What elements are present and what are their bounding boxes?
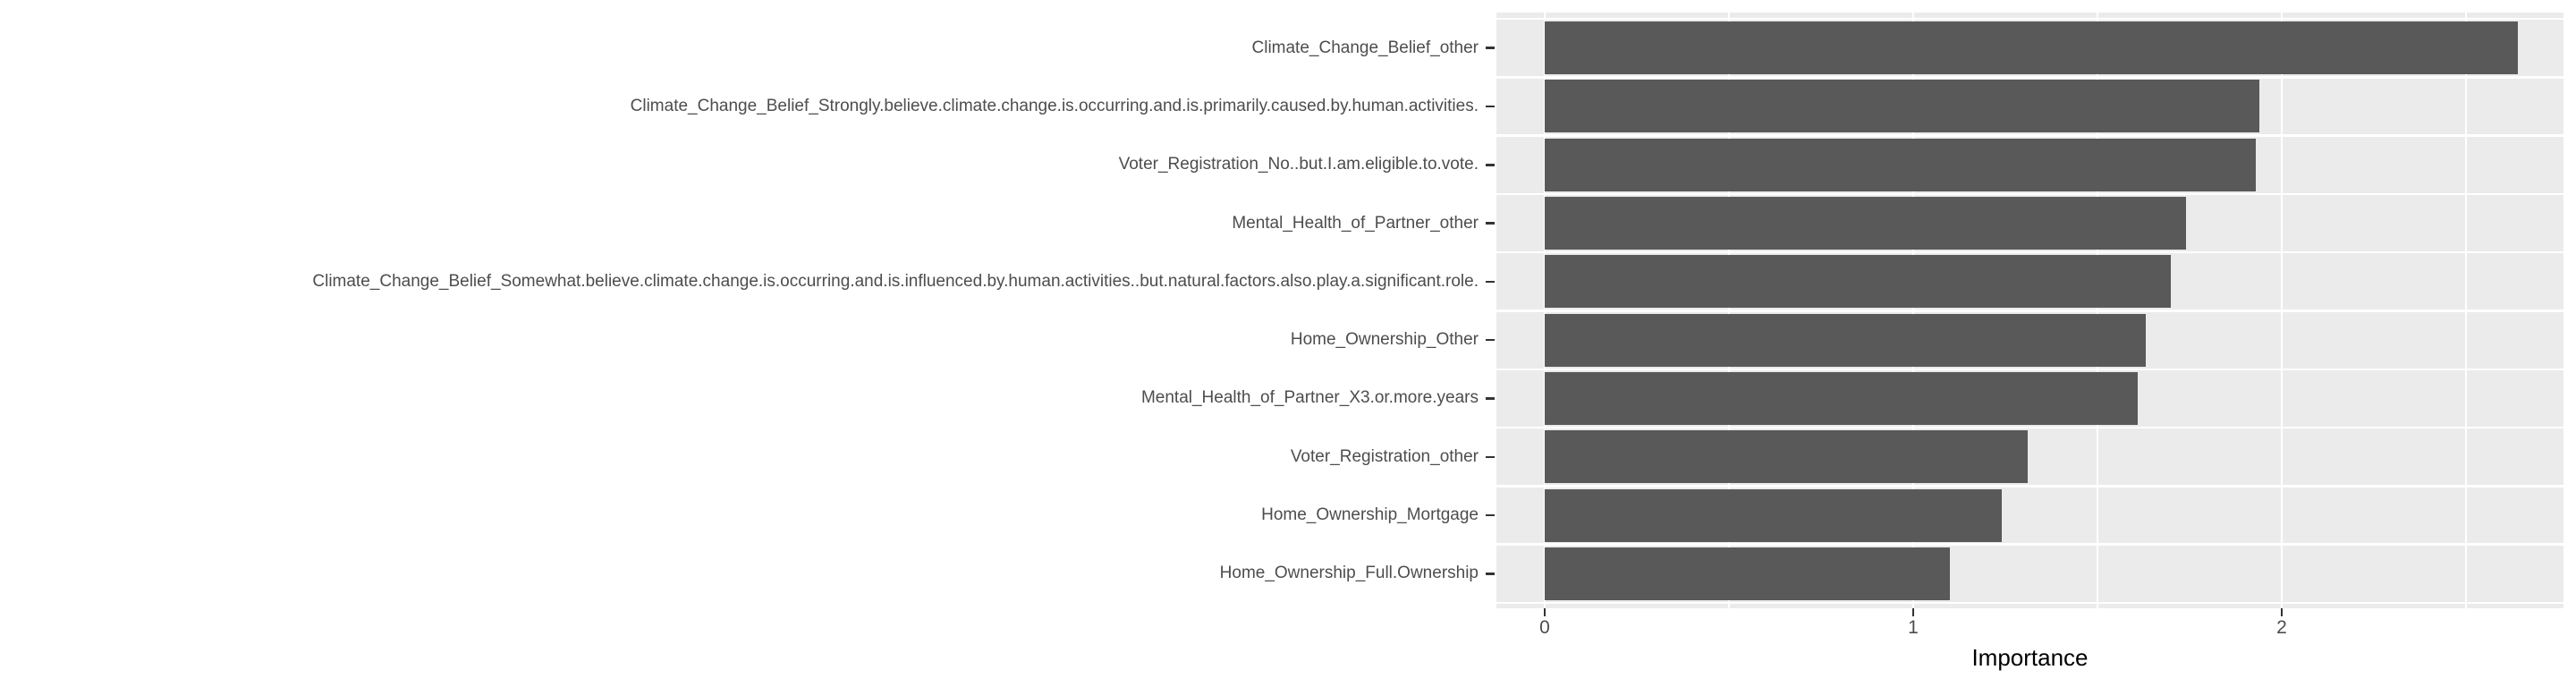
gridline-major-vertical	[1911, 13, 1915, 608]
y-tick-mark	[1486, 164, 1495, 166]
bar	[1545, 430, 2028, 484]
gridline-major-vertical	[2280, 13, 2284, 608]
x-tick-label: 1	[1908, 617, 1919, 638]
gridline-horizontal	[1496, 310, 2563, 312]
y-tick-mark	[1486, 455, 1495, 458]
y-axis-label: Mental_Health_of_Partner_other	[1232, 213, 1479, 233]
y-axis-label: Climate_Change_Belief_Somewhat.believe.c…	[312, 271, 1479, 291]
y-tick-mark	[1486, 397, 1495, 400]
y-axis-label: Home_Ownership_Other	[1290, 330, 1479, 350]
gridline-horizontal	[1496, 250, 2563, 254]
y-tick-mark	[1486, 338, 1495, 342]
bar	[1545, 138, 2257, 191]
bar	[1545, 371, 2139, 425]
bar	[1545, 313, 2146, 367]
y-axis-label: Climate_Change_Belief_other	[1251, 38, 1479, 57]
gridline-horizontal	[1496, 134, 2563, 137]
gridline-horizontal	[1496, 192, 2563, 196]
x-tick-label: 2	[2276, 617, 2287, 638]
gridline-minor-vertical	[2097, 13, 2098, 608]
y-axis-label: Home_Ownership_Full.Ownership	[1219, 564, 1479, 583]
gridline-horizontal	[1496, 543, 2563, 546]
plot-panel	[1496, 13, 2563, 608]
y-tick-mark	[1486, 280, 1495, 284]
gridline-minor-vertical	[1728, 13, 1730, 608]
x-tick-label: 0	[1539, 617, 1550, 638]
gridline-horizontal	[1496, 368, 2563, 371]
x-tick-mark	[1543, 608, 1546, 616]
x-tick-mark	[1911, 608, 1915, 616]
bar	[1545, 21, 2518, 75]
gridline-minor-vertical	[2465, 13, 2467, 608]
y-tick-mark	[1486, 105, 1495, 108]
gridline-horizontal	[1496, 485, 2563, 488]
bar	[1545, 80, 2260, 133]
y-axis-label: Voter_Registration_other	[1290, 446, 1479, 466]
bar	[1545, 547, 1951, 600]
y-tick-mark	[1486, 47, 1495, 49]
x-axis-title: Importance	[1971, 644, 2089, 671]
y-tick-mark	[1486, 222, 1495, 225]
gridline-horizontal	[1496, 601, 2563, 605]
gridline-horizontal	[1496, 17, 2563, 21]
y-axis-label: Mental_Health_of_Partner_X3.or.more.year…	[1140, 388, 1479, 408]
y-tick-mark	[1486, 572, 1495, 575]
gridline-horizontal	[1496, 426, 2563, 429]
bar	[1545, 197, 2186, 250]
y-axis-label: Voter_Registration_No..but.I.am.eligible…	[1118, 155, 1479, 174]
gridline-major-vertical	[1543, 13, 1546, 608]
y-axis-label: Home_Ownership_Mortgage	[1261, 505, 1479, 525]
bar	[1545, 488, 2002, 542]
x-tick-mark	[2280, 608, 2284, 616]
y-axis-label: Climate_Change_Belief_Strongly.believe.c…	[630, 96, 1479, 115]
bar	[1545, 255, 2172, 309]
y-tick-mark	[1486, 513, 1495, 517]
gridline-horizontal	[1496, 76, 2563, 79]
